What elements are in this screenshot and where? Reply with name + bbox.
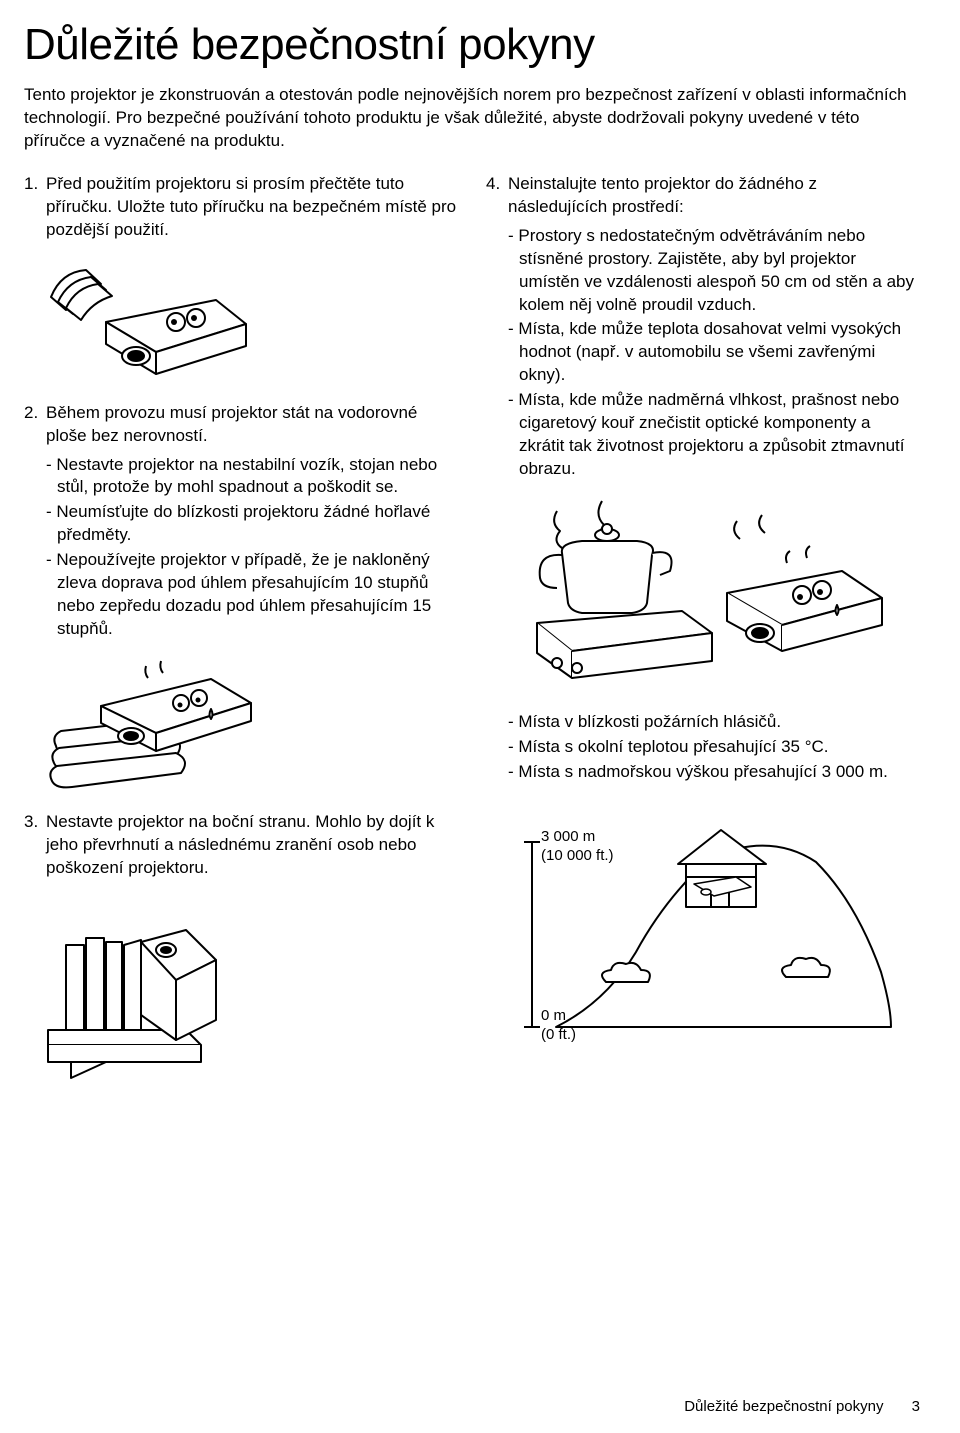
projector-side-icon — [46, 890, 256, 1080]
altitude-top-ft: (10 000 ft.) — [541, 847, 614, 864]
item-2c: - Nepoužívejte projektor v případě, že j… — [46, 549, 458, 641]
projector-unstable-icon — [46, 651, 266, 791]
altitude-top: 3 000 m — [541, 828, 595, 845]
item-4a: - Prostory s nedostatečným odvětráváním … — [508, 225, 920, 317]
item-4f: - Místa s nadmořskou výškou přesahující … — [508, 761, 920, 784]
footer-label: Důležité bezpečnostní pokyny — [684, 1398, 883, 1415]
item-4d: - Místa v blízkosti požárních hlásičů. — [508, 711, 920, 734]
projector-heat-icon — [502, 493, 902, 693]
item-1-text: Před použitím projektoru si prosím přečt… — [46, 173, 458, 242]
right-column: 4. Neinstalujte tento projektor do žádné… — [486, 173, 920, 1100]
item-1: 1. Před použitím projektoru si prosím př… — [24, 173, 458, 242]
item-4b: - Místa, kde může teplota dosahovat velm… — [508, 318, 920, 387]
altitude-bottom: 0 m — [541, 1007, 566, 1024]
item-4-text: Neinstalujte tento projektor do žádného … — [508, 173, 920, 219]
item-2a: - Nestavte projektor na nestabilní vozík… — [46, 454, 458, 500]
left-column: 1. Před použitím projektoru si prosím př… — [24, 173, 458, 1100]
item-4: 4. Neinstalujte tento projektor do žádné… — [486, 173, 920, 219]
page-title: Důležité bezpečnostní pokyny — [24, 20, 920, 70]
projector-manual-icon — [46, 252, 256, 382]
footer-page-number: 3 — [912, 1398, 920, 1415]
item-2-num: 2. — [24, 402, 46, 448]
intro-text: Tento projektor je zkonstruován a otesto… — [24, 84, 920, 153]
item-3-num: 3. — [24, 811, 46, 880]
altitude-bottom-ft: (0 ft.) — [541, 1026, 576, 1043]
item-2b: - Neumísťujte do blízkosti projektoru žá… — [46, 501, 458, 547]
item-4-num: 4. — [486, 173, 508, 219]
item-2: 2. Během provozu musí projektor stát na … — [24, 402, 458, 448]
page-footer: Důležité bezpečnostní pokyny 3 — [684, 1398, 920, 1415]
item-1-num: 1. — [24, 173, 46, 242]
item-4e: - Místa s okolní teplotou přesahující 35… — [508, 736, 920, 759]
item-4c: - Místa, kde může nadměrná vlhkost, praš… — [508, 389, 920, 481]
item-2-text: Během provozu musí projektor stát na vod… — [46, 402, 458, 448]
item-3-text: Nestavte projektor na boční stranu. Mohl… — [46, 811, 458, 880]
item-3: 3. Nestavte projektor na boční stranu. M… — [24, 811, 458, 880]
